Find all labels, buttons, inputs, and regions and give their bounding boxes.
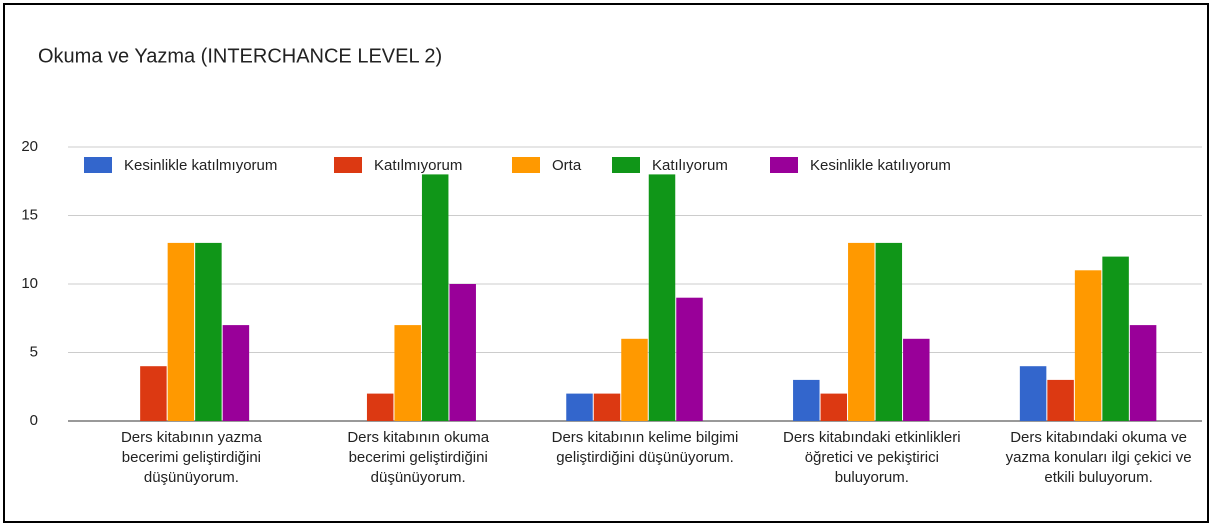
y-tick-label: 5 <box>30 343 38 360</box>
legend-swatch <box>334 157 362 173</box>
bar <box>848 242 875 421</box>
bar <box>793 379 820 421</box>
bar <box>195 242 222 421</box>
x-tick-label: Ders kitabının yazma becerimi geliştirdi… <box>120 429 262 486</box>
y-tick-label: 10 <box>21 275 38 292</box>
bar <box>1047 379 1074 421</box>
bar <box>1019 366 1047 421</box>
bar <box>566 393 593 421</box>
bar <box>1074 270 1102 421</box>
x-tick-label: Ders kitabının kelime bilgimi geliştirdi… <box>551 429 739 466</box>
bar <box>676 297 703 421</box>
y-tick-label: 15 <box>21 206 38 223</box>
bar <box>1129 325 1157 421</box>
bar <box>593 393 621 421</box>
chart-title: Okuma ve Yazma (INTERCHANCE LEVEL 2) <box>38 45 442 67</box>
legend-label: Katılıyorum <box>652 157 728 174</box>
bar <box>366 393 394 421</box>
x-tick-label: Ders kitabındaki okuma ve yazma konuları… <box>1005 429 1192 486</box>
legend-label: Kesinlikle katılmıyorum <box>124 157 277 174</box>
bar <box>222 325 250 421</box>
legend-label: Orta <box>552 157 582 174</box>
x-tick-label: Ders kitabının okuma becerimi geliştirdi… <box>347 429 490 486</box>
legend-swatch <box>612 157 640 173</box>
bar <box>449 284 476 421</box>
y-tick-label: 20 <box>21 138 38 155</box>
bar <box>140 366 167 421</box>
bar <box>421 174 449 421</box>
bar <box>394 325 421 421</box>
legend-swatch <box>512 157 540 173</box>
legend-label: Kesinlikle katılıyorum <box>810 157 951 174</box>
bar <box>1102 256 1129 421</box>
legend-swatch <box>84 157 112 173</box>
legend-label: Katılmıyorum <box>374 157 462 174</box>
legend-swatch <box>770 157 798 173</box>
bar <box>875 242 903 421</box>
bar <box>820 393 848 421</box>
y-tick-label: 0 <box>30 412 38 429</box>
bar <box>648 174 676 421</box>
bar <box>903 338 930 421</box>
x-tick-label: Ders kitabındaki etkinlikleri öğretici v… <box>783 429 961 486</box>
bar <box>621 338 648 421</box>
bar <box>167 242 195 421</box>
